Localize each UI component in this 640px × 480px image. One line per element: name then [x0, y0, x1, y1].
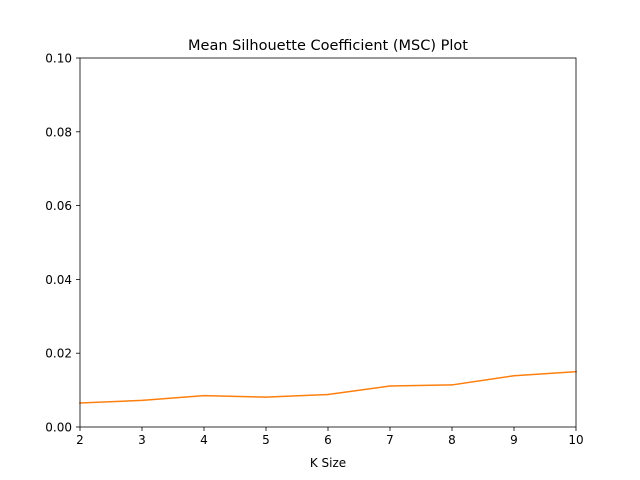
y-tick-label: 0.00 [45, 421, 72, 435]
data-point-0-5 [389, 385, 391, 387]
data-point-0-4 [327, 393, 329, 396]
y-tick-label: 0.06 [45, 199, 72, 213]
x-tick-label: 9 [510, 433, 518, 447]
y-tick-label: 0.10 [45, 52, 72, 66]
data-point-0-3 [265, 396, 267, 398]
data-point-0-1 [141, 399, 143, 402]
x-tick-label: 7 [386, 433, 394, 447]
x-tick-label: 4 [200, 433, 208, 447]
y-tick-label: 0.04 [45, 273, 72, 287]
x-tick-label: 2 [76, 433, 84, 447]
x-tick-label: 10 [568, 433, 583, 447]
x-tick-label: 3 [138, 433, 146, 447]
y-tick-label: 0.02 [45, 347, 72, 361]
data-point-0-2 [203, 394, 205, 397]
x-tick-label: 6 [324, 433, 332, 447]
chart-title: Mean Silhouette Coefficient (MSC) Plot [188, 38, 468, 54]
axes: 2 3 4 5 6 7 8 9 10 0.00 0.02 0.04 0.06 0.08 0.10 [45, 52, 583, 448]
x-axis-label: K Size [310, 456, 346, 470]
data-point-0-6 [451, 384, 453, 386]
y-tick-label: 0.08 [45, 125, 72, 139]
plot-area [79, 370, 577, 404]
x-tick-label: 8 [448, 433, 456, 447]
data-point-0-7 [513, 374, 515, 377]
x-tick-label: 5 [262, 433, 270, 447]
